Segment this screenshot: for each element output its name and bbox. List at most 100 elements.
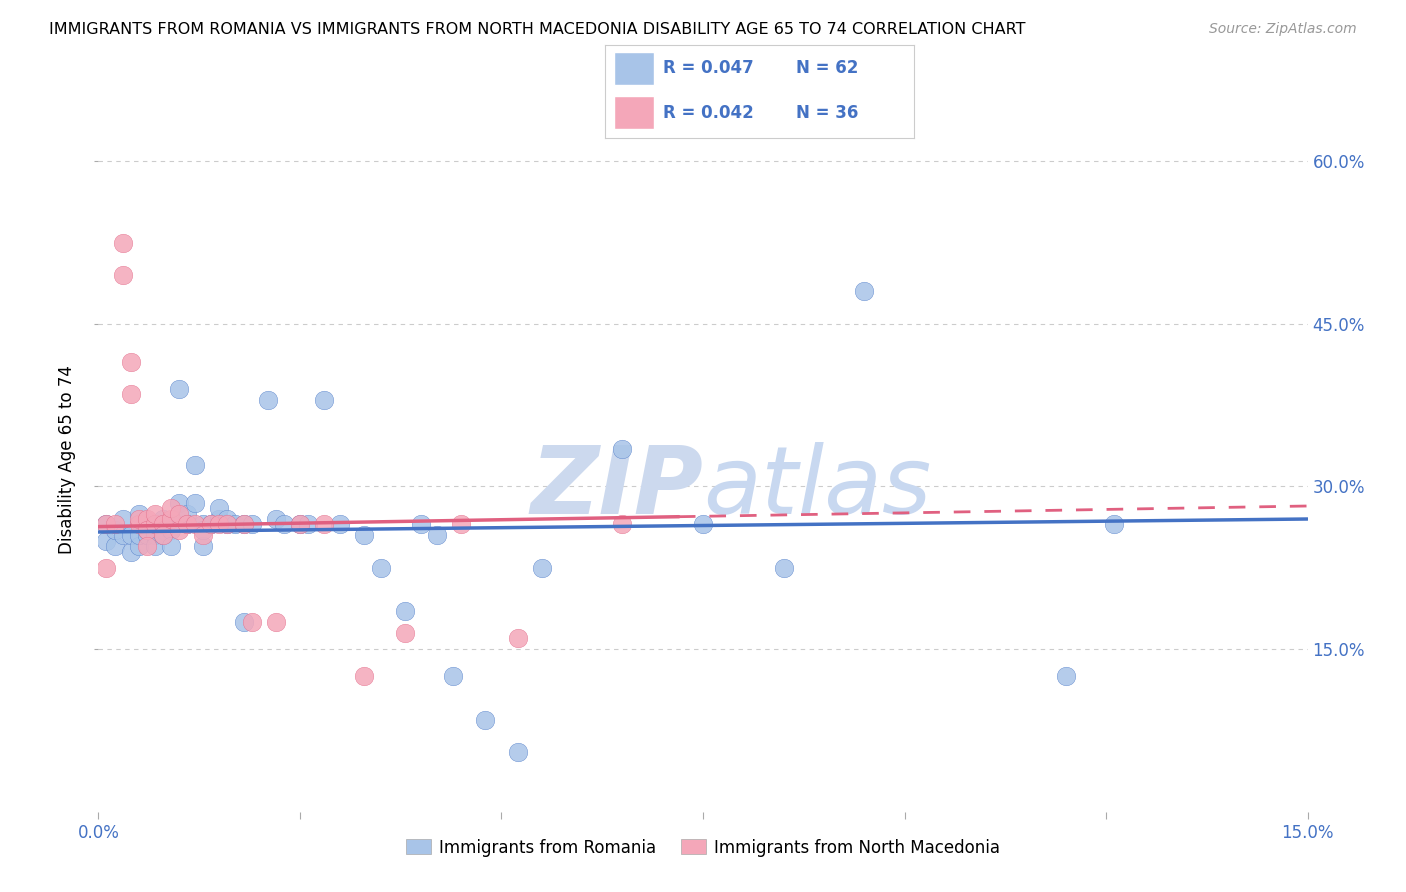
Immigrants from North Macedonia	[120, 355, 142, 369]
Immigrants from North Macedonia	[96, 517, 118, 532]
Immigrants from Romania	[273, 517, 295, 532]
Immigrants from Romania	[232, 615, 254, 629]
Text: R = 0.042: R = 0.042	[664, 103, 754, 121]
Immigrants from North Macedonia	[135, 523, 157, 537]
Immigrants from Romania	[1102, 517, 1125, 532]
Immigrants from North Macedonia	[135, 539, 157, 553]
Immigrants from Romania	[184, 458, 207, 472]
Immigrants from North Macedonia	[135, 512, 157, 526]
Immigrants from Romania	[120, 544, 142, 558]
Immigrants from North Macedonia	[176, 517, 198, 532]
Immigrants from North Macedonia	[506, 632, 529, 646]
Immigrants from Romania	[103, 523, 125, 537]
Immigrants from Romania	[111, 512, 134, 526]
Text: IMMIGRANTS FROM ROMANIA VS IMMIGRANTS FROM NORTH MACEDONIA DISABILITY AGE 65 TO : IMMIGRANTS FROM ROMANIA VS IMMIGRANTS FR…	[49, 22, 1026, 37]
Immigrants from Romania	[135, 528, 157, 542]
Immigrants from North Macedonia	[193, 528, 215, 542]
Immigrants from Romania	[143, 517, 166, 532]
Immigrants from North Macedonia	[103, 517, 125, 532]
Immigrants from Romania	[506, 745, 529, 759]
Immigrants from Romania	[426, 528, 449, 542]
Text: N = 36: N = 36	[796, 103, 859, 121]
Immigrants from North Macedonia	[128, 517, 150, 532]
Immigrants from North Macedonia	[208, 517, 231, 532]
Immigrants from Romania	[160, 523, 183, 537]
Y-axis label: Disability Age 65 to 74: Disability Age 65 to 74	[58, 365, 76, 554]
Immigrants from Romania	[152, 528, 174, 542]
Immigrants from North Macedonia	[184, 517, 207, 532]
Immigrants from Romania	[160, 517, 183, 532]
Immigrants from North Macedonia	[120, 387, 142, 401]
Immigrants from Romania	[1054, 669, 1077, 683]
Immigrants from Romania	[409, 517, 432, 532]
Immigrants from North Macedonia	[111, 268, 134, 282]
Immigrants from Romania	[264, 512, 287, 526]
Text: R = 0.047: R = 0.047	[664, 60, 754, 78]
Immigrants from Romania	[160, 539, 183, 553]
Immigrants from North Macedonia	[217, 517, 239, 532]
Immigrants from North Macedonia	[160, 512, 183, 526]
Immigrants from Romania	[193, 523, 215, 537]
Immigrants from Romania	[692, 517, 714, 532]
Immigrants from Romania	[530, 561, 553, 575]
Immigrants from Romania	[111, 528, 134, 542]
Immigrants from Romania	[441, 669, 464, 683]
Immigrants from Romania	[217, 512, 239, 526]
Immigrants from Romania	[232, 517, 254, 532]
Immigrants from Romania	[297, 517, 319, 532]
FancyBboxPatch shape	[614, 96, 654, 129]
Immigrants from North Macedonia	[200, 517, 222, 532]
Immigrants from Romania	[329, 517, 352, 532]
Immigrants from North Macedonia	[240, 615, 263, 629]
Immigrants from Romania	[314, 392, 336, 407]
Immigrants from Romania	[143, 539, 166, 553]
FancyBboxPatch shape	[614, 52, 654, 85]
Immigrants from Romania	[208, 501, 231, 516]
Legend: Immigrants from Romania, Immigrants from North Macedonia: Immigrants from Romania, Immigrants from…	[399, 832, 1007, 863]
Immigrants from North Macedonia	[353, 669, 375, 683]
Immigrants from North Macedonia	[143, 507, 166, 521]
Immigrants from Romania	[128, 539, 150, 553]
Immigrants from North Macedonia	[152, 517, 174, 532]
Immigrants from North Macedonia	[152, 528, 174, 542]
Immigrants from Romania	[193, 539, 215, 553]
Immigrants from Romania	[128, 528, 150, 542]
Immigrants from North Macedonia	[314, 517, 336, 532]
Immigrants from Romania	[288, 517, 311, 532]
Immigrants from Romania	[208, 512, 231, 526]
Immigrants from Romania	[240, 517, 263, 532]
Immigrants from North Macedonia	[128, 512, 150, 526]
Text: Source: ZipAtlas.com: Source: ZipAtlas.com	[1209, 22, 1357, 37]
Immigrants from Romania	[96, 517, 118, 532]
Text: ZIP: ZIP	[530, 442, 703, 533]
Immigrants from Romania	[96, 533, 118, 548]
Immigrants from Romania	[772, 561, 794, 575]
Immigrants from Romania	[103, 539, 125, 553]
Immigrants from North Macedonia	[232, 517, 254, 532]
Immigrants from North Macedonia	[111, 235, 134, 250]
Immigrants from Romania	[193, 517, 215, 532]
Immigrants from Romania	[370, 561, 392, 575]
Immigrants from Romania	[176, 507, 198, 521]
Immigrants from North Macedonia	[167, 507, 190, 521]
Immigrants from North Macedonia	[167, 523, 190, 537]
Immigrants from Romania	[394, 604, 416, 618]
Immigrants from Romania	[200, 517, 222, 532]
Immigrants from Romania	[353, 528, 375, 542]
Text: N = 62: N = 62	[796, 60, 859, 78]
Immigrants from North Macedonia	[394, 625, 416, 640]
Immigrants from North Macedonia	[160, 501, 183, 516]
Immigrants from Romania	[224, 517, 246, 532]
Immigrants from Romania	[120, 528, 142, 542]
Immigrants from North Macedonia	[264, 615, 287, 629]
Immigrants from Romania	[853, 285, 876, 299]
Immigrants from Romania	[128, 507, 150, 521]
Immigrants from Romania	[152, 517, 174, 532]
Immigrants from Romania	[256, 392, 278, 407]
Immigrants from Romania	[167, 382, 190, 396]
Immigrants from North Macedonia	[143, 517, 166, 532]
Immigrants from Romania	[612, 442, 634, 456]
Immigrants from North Macedonia	[450, 517, 472, 532]
Immigrants from North Macedonia	[96, 561, 118, 575]
Immigrants from North Macedonia	[612, 517, 634, 532]
